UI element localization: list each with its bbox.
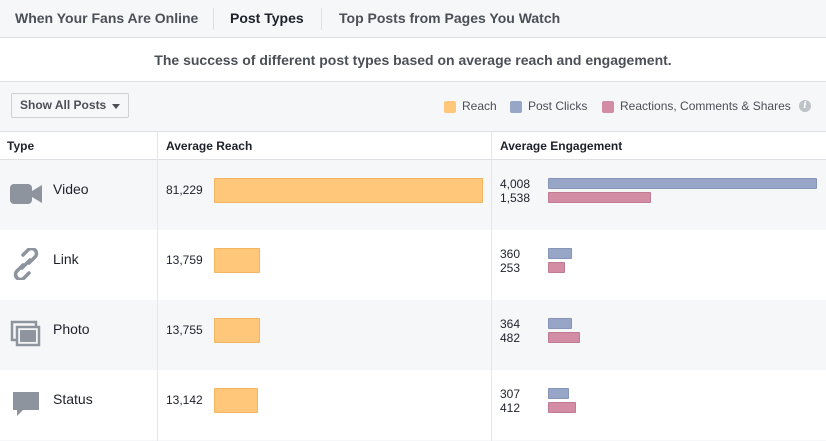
link-icon [13, 248, 39, 280]
legend-reach-label: Reach [462, 99, 497, 113]
reach-bar [214, 248, 260, 273]
table-row-photo: Photo 13,755 364 482 [0, 300, 826, 370]
reach-value: 13,755 [166, 323, 203, 337]
reactions-bar [548, 402, 576, 413]
reach-bar [214, 388, 258, 413]
type-label: Video [53, 181, 89, 197]
reactions-value: 253 [500, 261, 521, 275]
column-divider [491, 132, 492, 441]
type-label: Link [53, 251, 79, 267]
post-clicks-value: 364 [500, 317, 521, 331]
type-label: Photo [53, 321, 90, 337]
reactions-value: 1,538 [500, 191, 531, 205]
table-header: Type Average Reach Average Engagement [0, 132, 826, 160]
post-clicks-bar [548, 248, 572, 259]
status-speech-icon [13, 392, 39, 416]
header-average-reach: Average Reach [166, 139, 253, 153]
tab-divider [321, 8, 322, 30]
reactions-bar [548, 262, 565, 273]
reach-value: 13,759 [166, 253, 203, 267]
dropdown-label: Show All Posts [20, 98, 107, 112]
show-all-posts-dropdown[interactable]: Show All Posts [11, 93, 129, 118]
table-row-status: Status 13,142 307 412 [0, 370, 826, 440]
type-label: Status [53, 391, 93, 407]
header-average-engagement: Average Engagement [500, 139, 623, 153]
tab-post-types[interactable]: Post Types [230, 10, 304, 26]
legend-reactions-label: Reactions, Comments & Shares [620, 99, 791, 113]
tab-divider [213, 8, 214, 30]
post-clicks-value: 4,008 [500, 177, 531, 191]
legend-reach-swatch [444, 101, 456, 113]
header-type: Type [7, 139, 35, 153]
reach-value: 81,229 [166, 183, 203, 197]
column-divider [157, 132, 158, 441]
controls-bar: Show All Posts Reach Post Clicks Reactio… [0, 82, 826, 132]
tab-top-posts-pages-watch[interactable]: Top Posts from Pages You Watch [339, 10, 561, 26]
post-types-description: The success of different post types base… [0, 38, 826, 82]
tab-bar: When Your Fans Are Online Post Types Top… [0, 0, 826, 38]
legend-post-clicks-label: Post Clicks [528, 99, 588, 113]
reach-bar [214, 178, 483, 203]
reach-value: 13,142 [166, 393, 203, 407]
video-camera-icon [10, 184, 42, 204]
post-clicks-value: 307 [500, 387, 521, 401]
info-icon[interactable]: i [799, 100, 811, 112]
post-clicks-value: 360 [500, 247, 521, 261]
photo-icon [10, 320, 41, 347]
reach-bar [214, 318, 260, 343]
reactions-value: 482 [500, 331, 521, 345]
caret-down-icon [112, 104, 120, 109]
reactions-value: 412 [500, 401, 521, 415]
reactions-bar [548, 192, 651, 203]
table-row-video: Video 81,229 4,008 1,538 [0, 160, 826, 230]
legend-post-clicks-swatch [510, 101, 522, 113]
post-clicks-bar [548, 178, 817, 189]
tab-when-fans-online[interactable]: When Your Fans Are Online [15, 10, 199, 26]
legend-reactions-swatch [602, 101, 614, 113]
reactions-bar [548, 332, 580, 343]
post-clicks-bar [548, 388, 569, 399]
post-clicks-bar [548, 318, 572, 329]
table-row-link: Link 13,759 360 253 [0, 230, 826, 300]
